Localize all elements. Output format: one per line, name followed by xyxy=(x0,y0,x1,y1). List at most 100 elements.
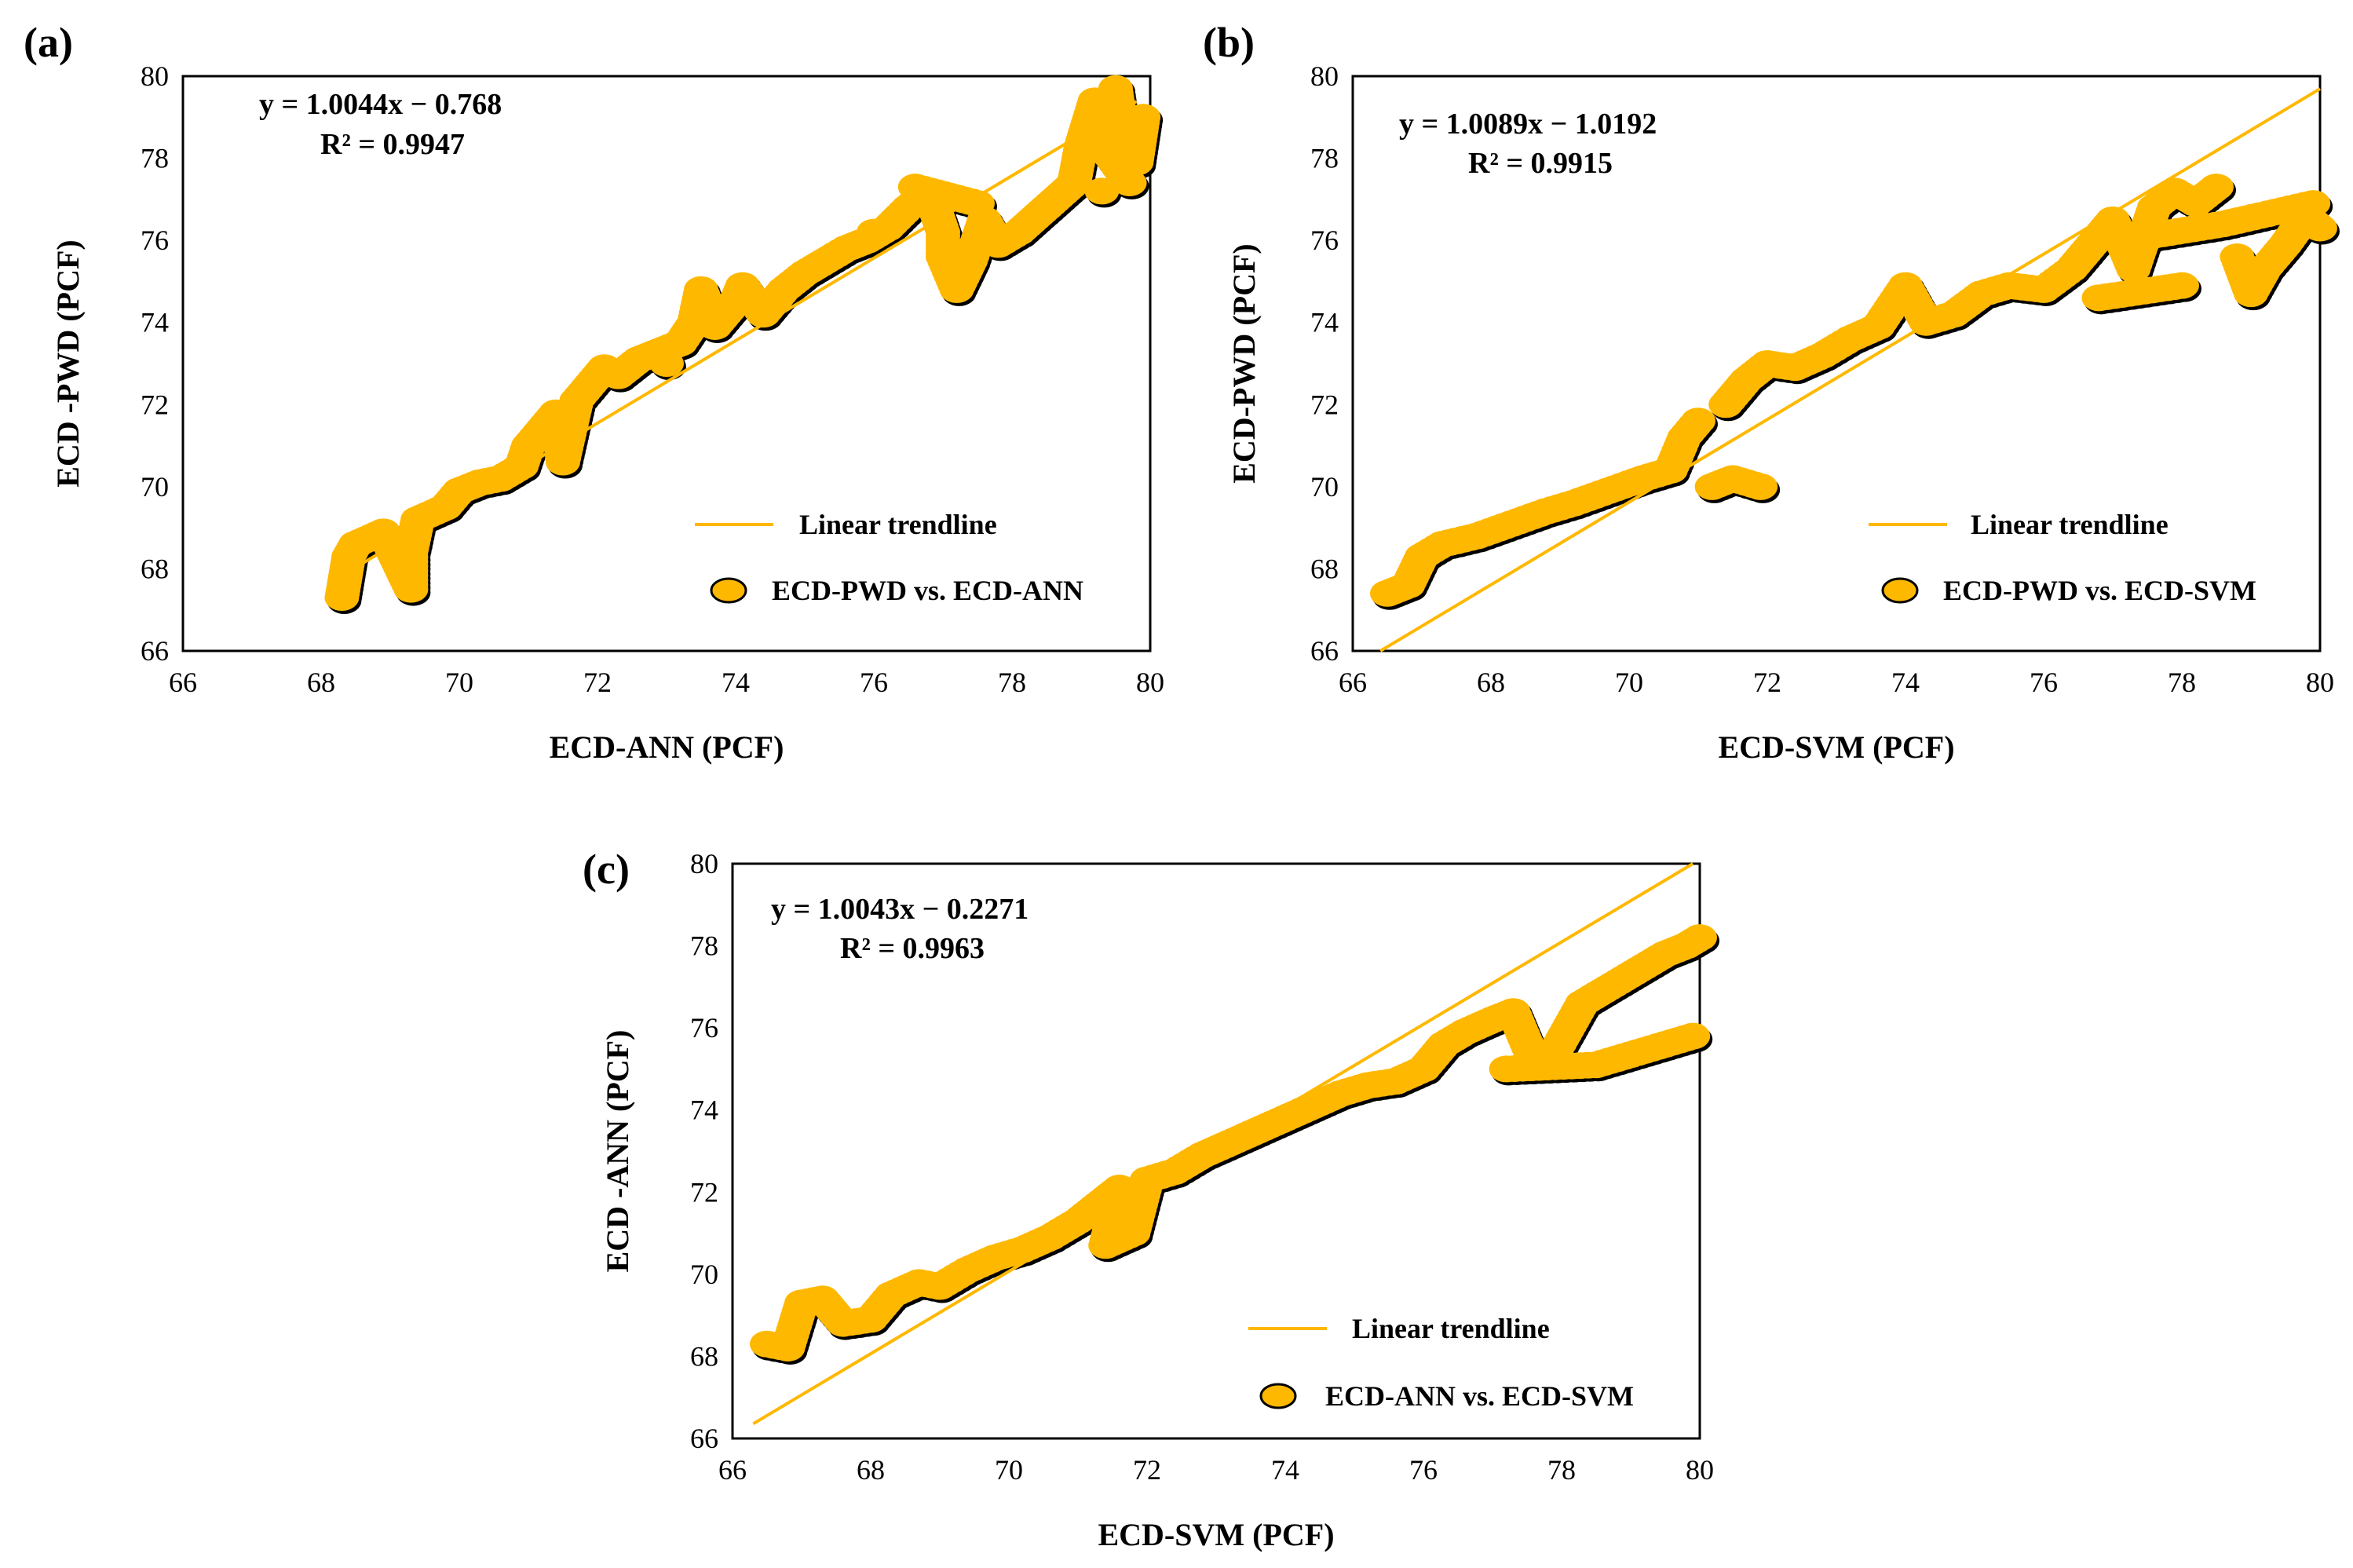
x-tick-label: 70 xyxy=(445,667,473,698)
x-tick-label: 76 xyxy=(1409,1454,1438,1486)
y-tick-label: 74 xyxy=(1310,307,1339,338)
x-tick-label: 70 xyxy=(1615,667,1643,698)
legend-series-label: ECD-PWD vs. ECD-SVM xyxy=(1943,575,2256,606)
trendline xyxy=(1379,87,2322,652)
trendline xyxy=(334,100,1138,582)
trend-equation: y = 1.0043x − 0.2271 xyxy=(771,893,1029,926)
y-tick-label: 76 xyxy=(1310,225,1339,256)
y-tick-label: 72 xyxy=(1310,389,1339,420)
y-tick-label: 66 xyxy=(1310,635,1339,667)
scatter-points xyxy=(324,75,1164,615)
x-tick-label: 80 xyxy=(1686,1454,1714,1486)
legend-series-label: ECD-ANN vs. ECD-SVM xyxy=(1325,1380,1634,1412)
x-axis-title: ECD-ANN (PCF) xyxy=(550,729,784,765)
panel-label: (a) xyxy=(24,19,73,66)
x-tick-labels: 66 68 70 72 74 76 78 80 xyxy=(718,1454,1714,1486)
y-tick-label: 78 xyxy=(1310,143,1339,174)
scatter-point-fill xyxy=(2081,284,2117,312)
x-tick-label: 78 xyxy=(2168,667,2196,698)
panel-c: (c) 66 68 70 72 74 76 78 80 66 68 70 72 74 76 78 80 y … xyxy=(583,846,1719,1552)
x-tick-label: 72 xyxy=(583,667,612,698)
x-tick-label: 78 xyxy=(1547,1454,1576,1486)
x-tick-label: 68 xyxy=(307,667,335,698)
y-axis-title: ECD -PWD (PCF) xyxy=(50,239,86,488)
legend-marker-swatch xyxy=(710,577,747,604)
x-axis-title: ECD-SVM (PCF) xyxy=(1718,729,1954,765)
r-squared: R² = 0.9915 xyxy=(1468,147,1613,180)
y-tick-label: 78 xyxy=(690,930,718,962)
x-tick-label: 72 xyxy=(1133,1454,1161,1486)
x-tick-label: 66 xyxy=(169,667,197,698)
x-tick-label: 68 xyxy=(857,1454,885,1486)
panel-label: (b) xyxy=(1203,19,1255,66)
x-tick-label: 78 xyxy=(998,667,1026,698)
scatter-point-fill xyxy=(857,218,891,246)
y-tick-label: 66 xyxy=(141,635,169,667)
y-tick-labels: 66 68 70 72 74 76 78 80 xyxy=(1310,60,1339,667)
trend-equation: y = 1.0089x − 1.0192 xyxy=(1399,108,1657,141)
x-tick-label: 66 xyxy=(718,1454,747,1486)
y-tick-label: 66 xyxy=(690,1423,718,1454)
y-tick-label: 72 xyxy=(141,389,169,420)
y-tick-label: 70 xyxy=(1310,471,1339,503)
panel-a: (a) 66 68 70 72 74 76 78 80 66 68 70 72 74 76 78 80 y … xyxy=(24,19,1164,765)
scatter-point-fill xyxy=(2199,174,2234,201)
y-tick-label: 78 xyxy=(141,143,169,174)
x-tick-label: 76 xyxy=(860,667,888,698)
x-axis-title: ECD-SVM (PCF) xyxy=(1098,1517,1334,1552)
legend-marker-swatch xyxy=(1259,1383,1297,1409)
y-tick-label: 70 xyxy=(141,471,169,503)
y-tick-label: 80 xyxy=(1310,60,1339,92)
x-tick-label: 80 xyxy=(2306,667,2334,698)
scatter-point-fill xyxy=(1683,924,1717,952)
trend-equation: y = 1.0044x − 0.768 xyxy=(259,88,502,121)
y-tick-label: 76 xyxy=(141,225,169,256)
scatter-point-fill xyxy=(1681,408,1715,435)
scatter-points xyxy=(750,924,1719,1365)
y-tick-label: 80 xyxy=(141,60,169,92)
x-tick-label: 74 xyxy=(722,667,750,698)
trendline xyxy=(752,862,1694,1426)
x-tick-label: 74 xyxy=(1891,667,1920,698)
x-tick-label: 72 xyxy=(1753,667,1781,698)
panel-label: (c) xyxy=(583,846,630,893)
panel-b: (b) 66 68 70 72 74 76 78 80 66 68 70 72 74 76 78 80 y … xyxy=(1203,19,2340,765)
r-squared: R² = 0.9963 xyxy=(840,932,985,965)
scatter-point-fill xyxy=(1084,177,1120,205)
x-tick-labels: 66 68 70 72 74 76 78 80 xyxy=(1339,667,2334,698)
legend-trend-label: Linear trendline xyxy=(1352,1313,1550,1344)
x-tick-label: 66 xyxy=(1339,667,1367,698)
y-tick-label: 80 xyxy=(690,848,718,879)
y-tick-label: 68 xyxy=(690,1340,718,1372)
scatter-point-fill xyxy=(649,350,684,377)
scatter-point-fill xyxy=(1743,473,1778,500)
legend-marker-swatch xyxy=(1881,577,1919,604)
scatter-point-fill xyxy=(2303,214,2337,242)
y-tick-label: 68 xyxy=(141,553,169,584)
legend-series-label: ECD-PWD vs. ECD-ANN xyxy=(772,575,1083,606)
y-tick-label: 70 xyxy=(690,1259,718,1290)
x-tick-label: 76 xyxy=(2030,667,2058,698)
y-tick-labels: 66 68 70 72 74 76 78 80 xyxy=(141,60,169,667)
y-axis-title: ECD -ANN (PCF) xyxy=(600,1030,635,1273)
scatter-point-fill xyxy=(960,190,995,217)
y-axis-title: ECD-PWD (PCF) xyxy=(1226,243,1262,484)
x-tick-labels: 66 68 70 72 74 76 78 80 xyxy=(169,667,1164,698)
y-tick-label: 76 xyxy=(690,1012,718,1044)
scatter-point-fill xyxy=(1112,169,1147,196)
y-tick-labels: 66 68 70 72 74 76 78 80 xyxy=(690,848,718,1454)
x-tick-label: 68 xyxy=(1477,667,1505,698)
x-tick-label: 74 xyxy=(1271,1454,1299,1486)
y-tick-label: 68 xyxy=(1310,553,1339,584)
scatter-point-fill xyxy=(1489,1055,1524,1083)
y-tick-label: 72 xyxy=(690,1176,718,1208)
legend-trend-label: Linear trendline xyxy=(1971,509,2168,540)
legend-trend-label: Linear trendline xyxy=(799,509,997,540)
y-tick-label: 74 xyxy=(141,307,169,338)
y-tick-label: 74 xyxy=(690,1095,718,1126)
x-tick-label: 70 xyxy=(995,1454,1023,1486)
r-squared: R² = 0.9947 xyxy=(320,128,465,161)
scatter-point-fill xyxy=(2296,190,2331,217)
x-tick-label: 80 xyxy=(1136,667,1164,698)
